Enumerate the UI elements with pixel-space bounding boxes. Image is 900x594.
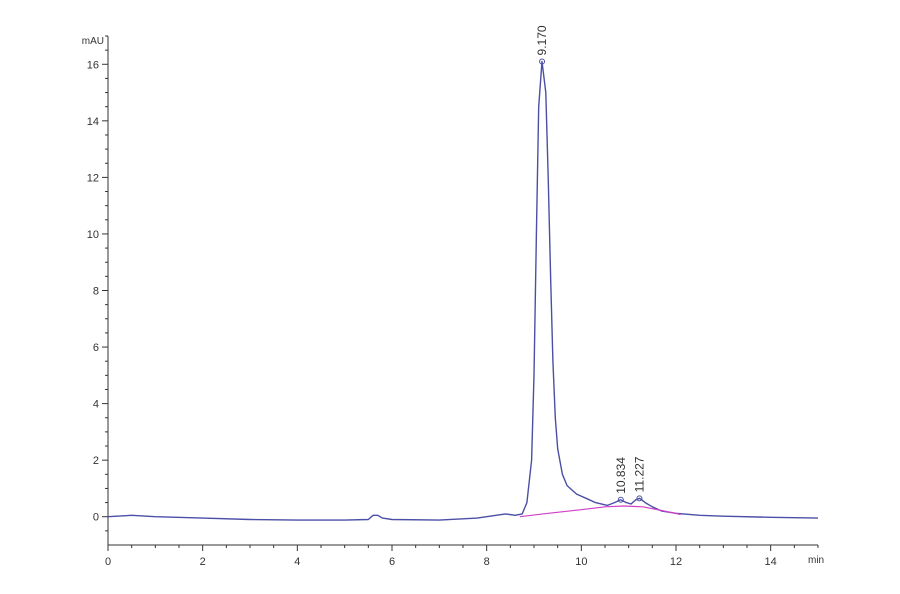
peak-label: 10.834	[614, 457, 628, 494]
y-tick-label: 0	[93, 512, 99, 524]
x-tick-label: 6	[389, 556, 395, 568]
signal-trace	[107, 60, 819, 521]
y-tick-label: 2	[93, 455, 99, 467]
x-tick-label: 14	[765, 556, 777, 568]
y-axis-unit: mAU	[82, 36, 104, 47]
x-ticks: 0 2 4 6 8 10 12 14	[105, 545, 819, 568]
peak-marker	[617, 496, 624, 503]
peak-layer: 9.170 10.834 11.227	[535, 25, 646, 503]
y-ticks: 0 2 4 6 8 10 12 14 16	[87, 35, 108, 532]
x-tick-label: 0	[105, 556, 111, 568]
x-tick-label: 12	[670, 556, 682, 568]
axes	[107, 36, 818, 546]
peak-label: 9.170	[535, 25, 549, 55]
y-tick-label: 8	[93, 286, 99, 298]
y-tick-label: 14	[87, 116, 99, 128]
x-tick-label: 4	[294, 556, 300, 568]
y-tick-label: 6	[93, 342, 99, 354]
y-tick-label: 10	[87, 229, 99, 241]
peak-marker	[539, 58, 546, 65]
y-tick-label: 12	[87, 172, 99, 184]
x-axis-unit: min	[808, 555, 824, 566]
x-tick-label: 2	[200, 556, 206, 568]
peak-label: 11.227	[632, 456, 646, 492]
x-tick-label: 8	[484, 556, 490, 568]
baseline-trace	[519, 505, 681, 518]
y-tick-label: 4	[93, 399, 99, 411]
y-tick-label: 16	[87, 59, 99, 71]
series-layer	[107, 60, 819, 521]
peak-marker	[636, 495, 643, 502]
x-tick-label: 10	[575, 556, 587, 568]
